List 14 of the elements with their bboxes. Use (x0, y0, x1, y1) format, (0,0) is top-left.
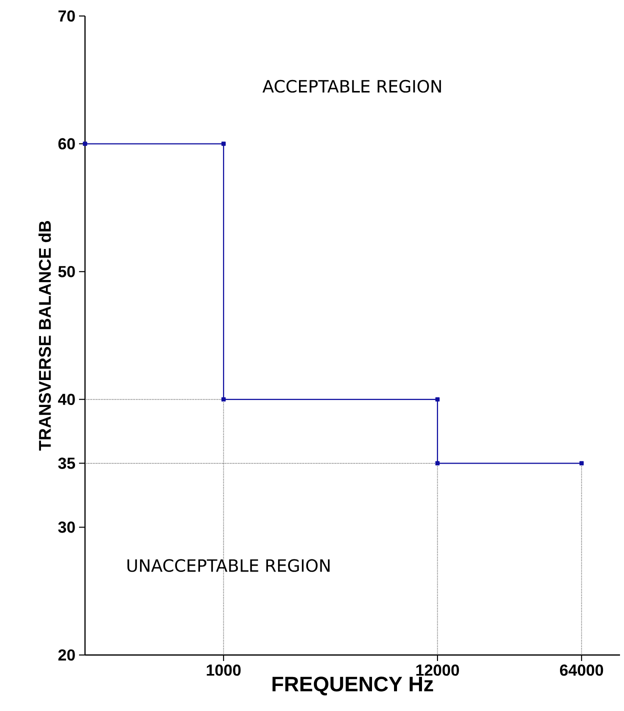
y-tick-label: 40 (58, 394, 75, 406)
annotation: ACCEPTABLE REGION (262, 80, 441, 93)
y-tick-label: 35 (58, 458, 76, 469)
y-tick-label: 50 (58, 266, 75, 278)
x-tick-label: 64000 (560, 664, 604, 676)
y-axis-title: TRANSVERSE BALANCE dB (38, 221, 51, 451)
y-tick-label: 20 (58, 649, 75, 661)
y-tick-label: 70 (58, 10, 75, 22)
x-tick-label: 12000 (416, 664, 459, 676)
x-axis-title: FREQUENCY Hz (272, 676, 434, 696)
y-tick-label: 60 (58, 138, 75, 150)
x-tick-label: 1000 (206, 664, 241, 676)
y-tick-label: 30 (58, 522, 75, 533)
annotation: UNACCEPTABLE REGION (127, 559, 330, 572)
